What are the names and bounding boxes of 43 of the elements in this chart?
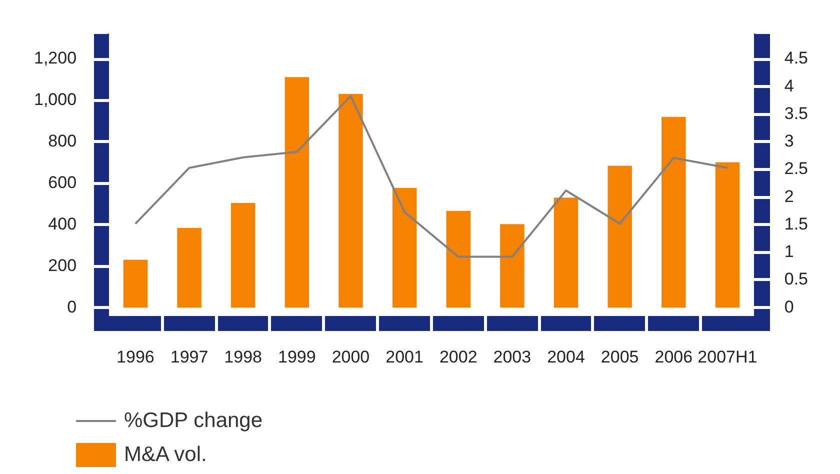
y2-tick-label: 1 [784, 242, 794, 262]
y2-tick-label: 2.5 [784, 159, 808, 178]
x-tick-label: 1996 [116, 347, 154, 366]
y-tick-label: 1,200 [34, 48, 77, 68]
y-tick-label: 1,000 [34, 90, 77, 110]
y2-tick-label: 0 [784, 297, 794, 316]
x-tick-label: 1999 [278, 347, 316, 366]
y-tick-label: 200 [48, 256, 77, 275]
bar [123, 260, 148, 308]
bar [500, 224, 524, 308]
x-tick-label: 2004 [547, 347, 585, 366]
x-tick-label: 2000 [332, 347, 370, 366]
y2-tick-label: 4 [784, 76, 794, 96]
y-tick-label: 0 [67, 297, 77, 316]
y-tick-label: 800 [48, 132, 77, 151]
bar [715, 162, 740, 308]
x-tick-label: 2005 [600, 347, 639, 366]
bar [608, 166, 632, 308]
bar [284, 77, 310, 308]
y-tick-label: 400 [48, 214, 77, 234]
y2-tick-label: 3 [784, 132, 794, 151]
x-tick-label: 2002 [439, 347, 478, 366]
legend-label: %GDP change [124, 409, 263, 433]
bar [177, 228, 202, 308]
bar [554, 198, 578, 308]
bar [392, 188, 417, 308]
bar [338, 94, 363, 308]
y2-tick-label: 1.5 [784, 214, 808, 234]
x-tick-label: 1998 [224, 347, 262, 366]
y2-tick-label: 4.5 [784, 48, 808, 68]
y2-tick-label: 3.5 [784, 104, 808, 123]
y-tick-label: 600 [48, 173, 77, 192]
bar [446, 210, 470, 308]
x-tick-label: 2001 [386, 347, 424, 366]
bar [662, 116, 686, 308]
legend-label: M&A vol. [124, 443, 207, 467]
y2-tick-label: 0.5 [784, 270, 808, 289]
x-tick-label: 2006 [654, 347, 693, 366]
x-tick-label: 2003 [493, 347, 532, 366]
x-tick-label: 1997 [170, 347, 208, 366]
bar [230, 203, 256, 308]
x-tick-label: 2007H1 [698, 347, 758, 366]
y2-tick-label: 2 [784, 186, 794, 206]
